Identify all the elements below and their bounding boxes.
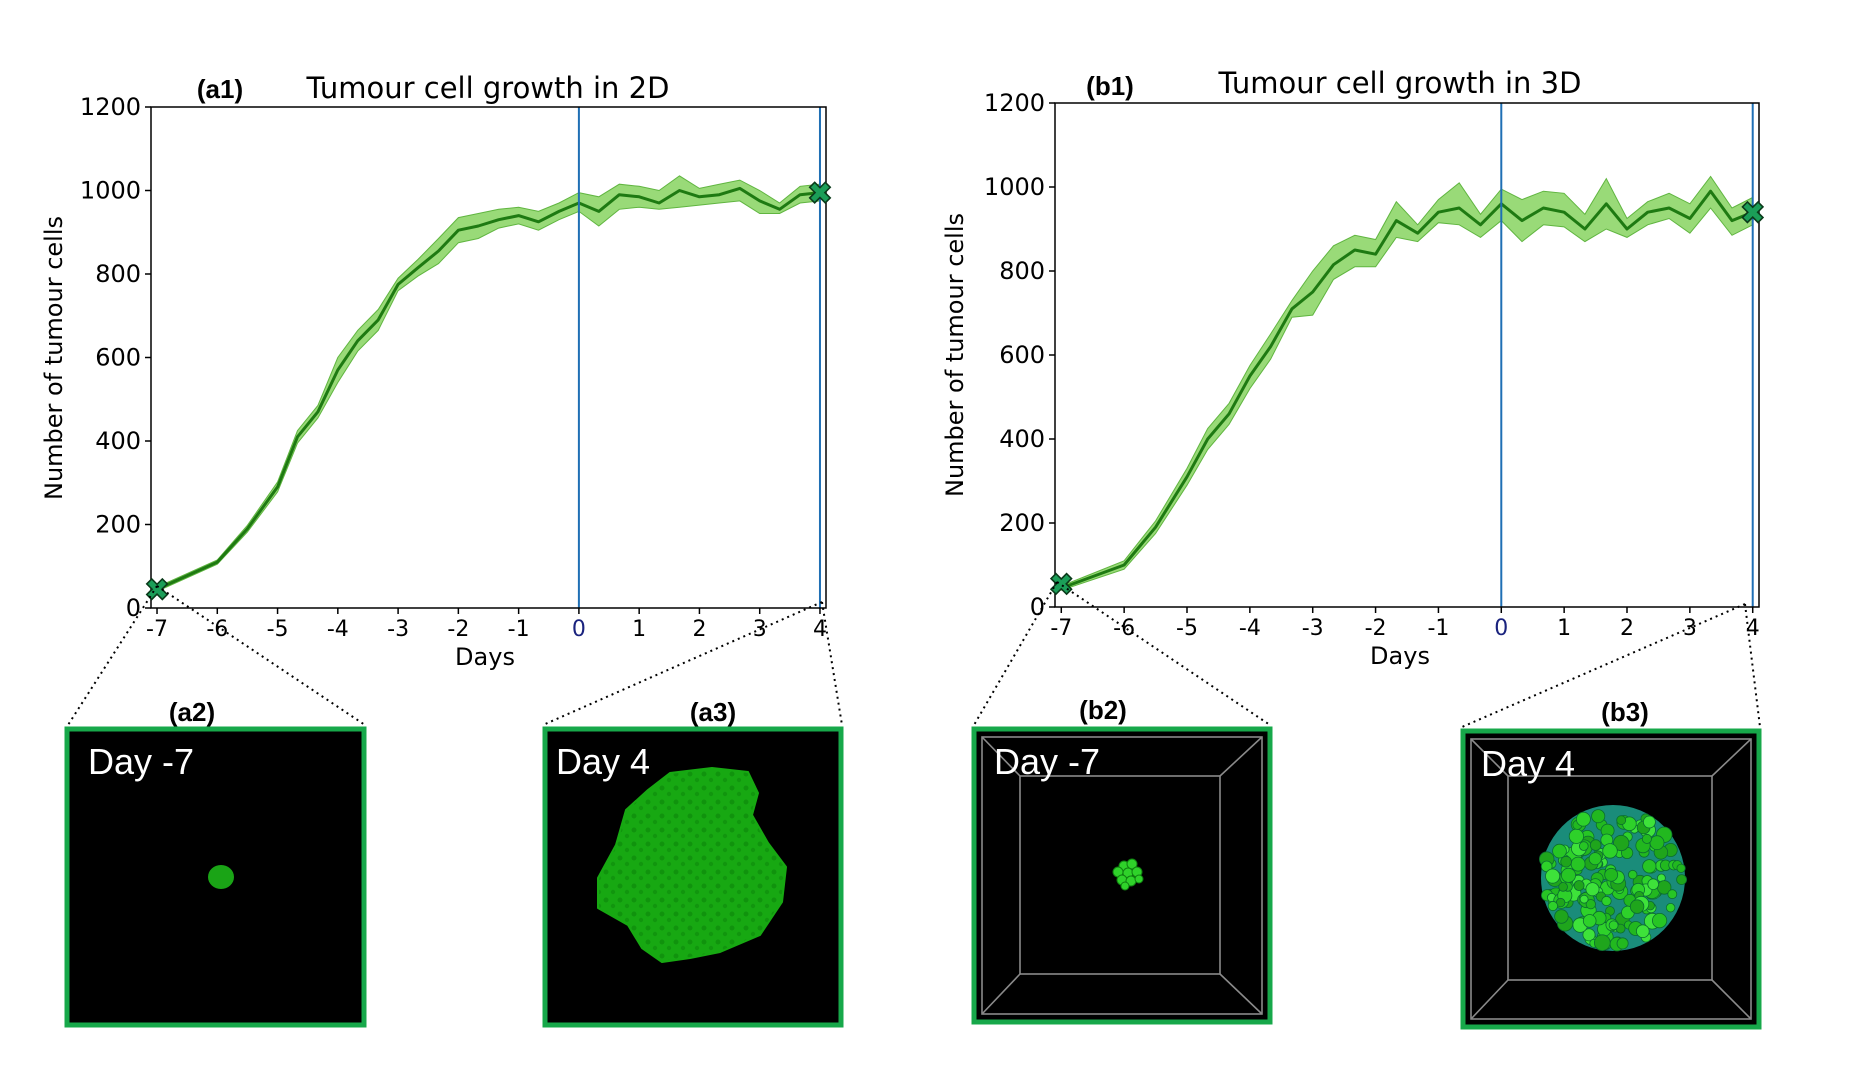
marker-a1-0 — [145, 577, 169, 601]
y-tick-label-b1: 600 — [999, 341, 1045, 369]
tumour-mass-a3 — [597, 767, 787, 963]
plot-frame-a1 — [150, 106, 827, 609]
tumour-cluster-a2 — [208, 865, 234, 889]
y-tick-label-b1: 200 — [999, 509, 1045, 537]
y-tick-label-b1: 0 — [1030, 593, 1045, 621]
snapshot-label-b2: (b2) — [1079, 695, 1127, 725]
confidence-band-a1 — [156, 175, 821, 593]
x-tick-label-b1: -2 — [1365, 616, 1387, 641]
y-tick-label-b1: 400 — [999, 425, 1045, 453]
connector-a2-left — [67, 585, 158, 726]
tumour-spheroid-b3 — [1538, 805, 1687, 952]
x-axis-label-b1: Days — [1370, 642, 1430, 670]
x-tick-label-b1: 2 — [1620, 616, 1634, 641]
y-tick-label-a1: 800 — [95, 260, 141, 288]
x-tick-label-b1: 0 — [1494, 616, 1508, 641]
x-tick-label-a1: -7 — [146, 617, 168, 642]
snapshot-caption-b2: Day -7 — [994, 741, 1100, 782]
y-axis-label-a1: Number of tumour cells — [40, 216, 68, 500]
mean-line-b1 — [1060, 189, 1754, 590]
snapshot-label-a2: (a2) — [169, 697, 215, 727]
zoom-connectors — [67, 581, 1761, 728]
connector-b3-right — [1744, 603, 1761, 728]
x-tick-label-b1: -7 — [1050, 616, 1072, 641]
x-tick-label-a1: -6 — [206, 617, 228, 642]
chart-title-a1: Tumour cell growth in 2D — [306, 71, 670, 105]
chart-title-b1: Tumour cell growth in 3D — [1218, 66, 1582, 100]
panel-label-b1: (b1) — [1086, 71, 1134, 101]
x-tick-label-a1: -2 — [447, 617, 469, 642]
x-tick-label-b1: -3 — [1302, 616, 1324, 641]
x-tick-label-a1: -3 — [387, 617, 409, 642]
snapshot-label-a3: (a3) — [690, 697, 736, 727]
x-tick-label-b1: 1 — [1557, 616, 1571, 641]
render-box-b2 — [981, 736, 1263, 1015]
snapshot-b3: (b3) Day 4 — [1460, 697, 1762, 1030]
x-tick-label-a1: -4 — [327, 617, 349, 642]
x-tick-label-a1: -1 — [508, 617, 530, 642]
x-tick-label-a1: 3 — [753, 617, 767, 642]
mean-line-a1 — [156, 186, 821, 591]
y-tick-label-b1: 1000 — [984, 173, 1045, 201]
y-tick-label-a1: 1200 — [80, 93, 141, 121]
x-tick-label-a1: 1 — [632, 617, 646, 642]
y-tick-label-b1: 1200 — [984, 89, 1045, 117]
tumour-cluster-b2 — [1112, 858, 1144, 891]
connector-b2-left — [973, 581, 1058, 726]
x-tick-label-b1: -4 — [1239, 616, 1261, 641]
snapshot-label-b3: (b3) — [1601, 697, 1649, 727]
chart-panel-b1: (b1) Tumour cell growth in 3D Days Numbe… — [941, 66, 1765, 670]
connector-a3-right — [821, 601, 843, 726]
render-box-b3 — [1470, 738, 1752, 1020]
confidence-band-b1 — [1060, 175, 1754, 591]
x-tick-label-b1: -1 — [1427, 616, 1449, 641]
snapshot-b2: (b2) Day -7 — [971, 695, 1273, 1025]
y-tick-label-a1: 200 — [95, 511, 141, 539]
y-tick-label-a1: 0 — [126, 594, 141, 622]
snapshot-caption-a3: Day 4 — [556, 741, 650, 782]
chart-panel-a1: (a1) Tumour cell growth in 2D Days Numbe… — [40, 71, 832, 671]
x-tick-label-a1: 2 — [692, 617, 706, 642]
marker-a1-1 — [808, 181, 832, 204]
snapshot-caption-b3: Day 4 — [1481, 743, 1575, 784]
connector-b2-right — [1056, 581, 1271, 726]
x-tick-label-a1: -5 — [267, 617, 289, 642]
snapshot-caption-a2: Day -7 — [88, 741, 194, 782]
plot-frame-b1 — [1054, 102, 1760, 608]
x-axis-label-a1: Days — [455, 643, 515, 671]
y-tick-label-a1: 600 — [95, 344, 141, 372]
y-tick-label-a1: 1000 — [80, 177, 141, 205]
x-tick-label-b1: -6 — [1113, 616, 1135, 641]
marker-b1-1 — [1741, 200, 1765, 224]
snapshot-a3: (a3) Day 4 — [542, 697, 844, 1028]
x-tick-label-b1: -5 — [1176, 616, 1198, 641]
x-tick-label-a1: 4 — [813, 617, 827, 642]
x-tick-label-a1: 0 — [572, 617, 586, 642]
y-axis-label-b1: Number of tumour cells — [941, 213, 969, 497]
snapshot-a2: (a2) Day -7 — [64, 697, 367, 1028]
y-tick-label-a1: 400 — [95, 427, 141, 455]
y-tick-label-b1: 800 — [999, 257, 1045, 285]
panel-label-a1: (a1) — [197, 74, 243, 104]
